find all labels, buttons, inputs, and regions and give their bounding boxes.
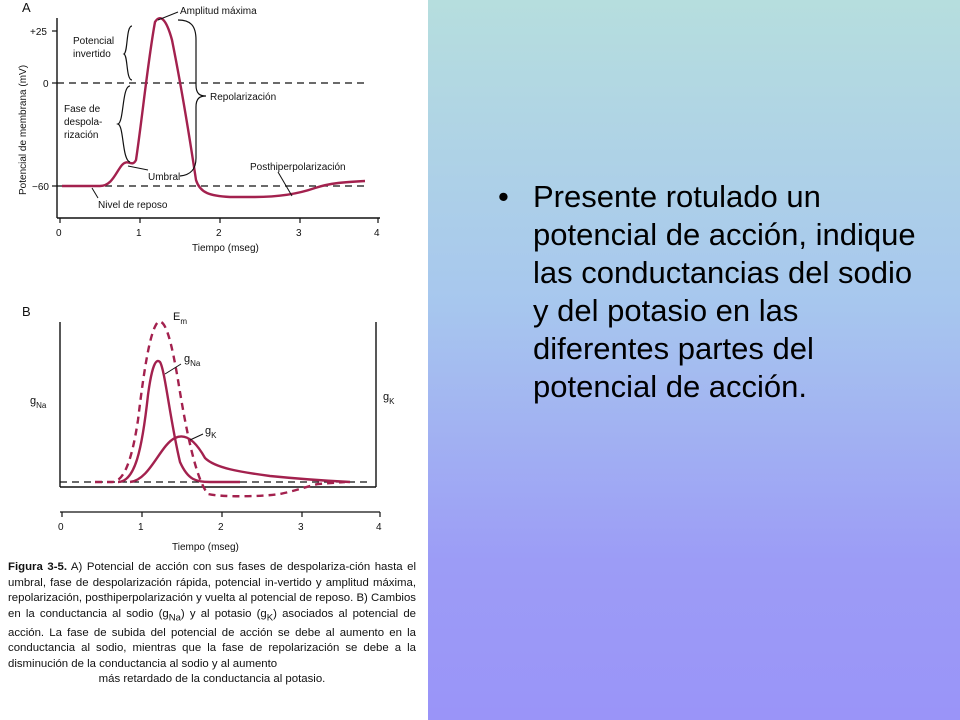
- b-x-tick-1: 1: [138, 522, 144, 533]
- panel-a-letter: A: [22, 0, 31, 15]
- panel-b-letter: B: [22, 304, 31, 319]
- label-posthiperpolarizacion: Posthiperpolarización: [250, 162, 346, 173]
- textbook-figure: A Potencial de membrana (mV) +25 0 −60 0…: [0, 0, 428, 720]
- panel-a-ylabel: Potencial de membrana (mV): [18, 65, 29, 195]
- y-tick-minus60: −60: [32, 182, 49, 193]
- label-fase-de: Fase de: [64, 104, 101, 115]
- label-amplitud-maxima: Amplitud máxima: [180, 6, 257, 17]
- right-axis-gk: gK: [383, 391, 395, 406]
- figure-graphics: A Potencial de membrana (mV) +25 0 −60 0…: [18, 0, 395, 553]
- caption-sub-na: Na: [168, 612, 181, 624]
- action-potential-curve: [62, 17, 366, 199]
- b-x-tick-3: 3: [298, 522, 304, 533]
- b-x-tick-0: 0: [58, 522, 64, 533]
- brace-repolarizacion: [177, 19, 207, 177]
- caption-last-line: más retardado de la conductancia al pota…: [98, 673, 326, 686]
- label-despola: despola-: [64, 117, 102, 128]
- b-x-tick-4: 4: [376, 522, 382, 533]
- label-nivel-de-reposo: Nivel de reposo: [98, 200, 168, 211]
- brace-despolarizacion: [116, 85, 131, 163]
- bullet-text: Presente rotulado un potencial de acción…: [533, 179, 916, 404]
- caption-label: Figura 3-5.: [8, 561, 67, 573]
- a-x-tick-4: 4: [374, 228, 380, 239]
- a-x-tick-2: 2: [216, 228, 222, 239]
- panel-b-xlabel: Tiempo (mseg): [172, 542, 239, 553]
- y-tick-0: 0: [43, 79, 49, 90]
- a-x-tick-1: 1: [136, 228, 142, 239]
- label-rizacion: rización: [64, 130, 98, 141]
- label-gk: gK: [205, 425, 217, 440]
- brace-invertido: [122, 25, 133, 81]
- gna-curve: [117, 359, 240, 484]
- label-umbral: Umbral: [148, 172, 180, 183]
- label-invertido: invertido: [73, 49, 111, 60]
- caption-sub-k: K: [266, 612, 274, 624]
- label-em: Em: [173, 311, 187, 326]
- b-x-tick-2: 2: [218, 522, 224, 533]
- bullet-icon: •: [498, 179, 509, 214]
- a-x-tick-3: 3: [296, 228, 302, 239]
- label-potencial: Potencial: [73, 36, 114, 47]
- y-tick-plus25: +25: [30, 27, 47, 38]
- a-x-tick-0: 0: [56, 228, 62, 239]
- label-gna: gNa: [184, 353, 201, 368]
- gk-curve: [129, 435, 351, 484]
- figure-caption: Figura 3-5. A) Potencial de acción con s…: [8, 560, 416, 688]
- panel-a-xlabel: Tiempo (mseg): [192, 243, 259, 254]
- bullet-point: • Presente rotulado un potencial de acci…: [498, 178, 925, 406]
- left-axis-gna: gNa: [30, 395, 47, 410]
- label-repolarizacion: Repolarización: [210, 92, 276, 103]
- caption-part-3: ) asociados al potencial de acción. La f…: [8, 607, 417, 670]
- caption-part-1: A) Potencial de acción con sus fases de …: [8, 561, 416, 620]
- caption-part-2: ) y al potasio (g: [180, 607, 267, 620]
- em-curve: [95, 320, 346, 498]
